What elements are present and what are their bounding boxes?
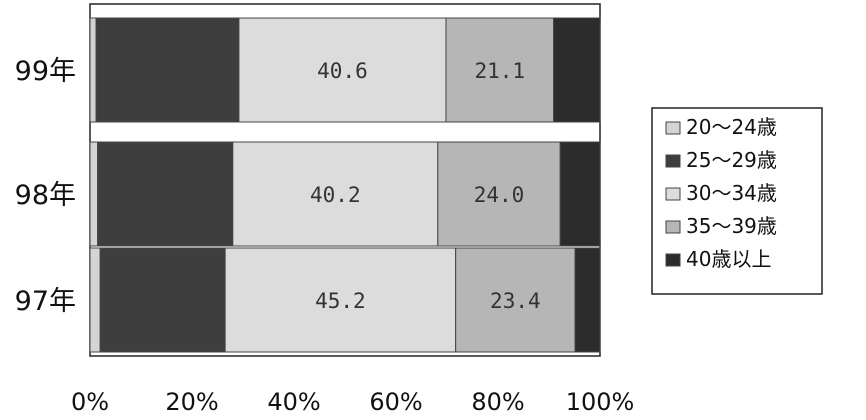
x-tick-label: 40% <box>267 388 320 416</box>
data-label: 40.2 <box>310 183 361 207</box>
legend-label: 20〜24歳 <box>686 115 777 139</box>
bar-segment <box>99 247 226 353</box>
bar-segment <box>455 247 576 353</box>
data-label: 45.2 <box>315 289 366 313</box>
category-label: 97年 <box>15 286 76 317</box>
legend-label: 25〜29歳 <box>686 148 777 172</box>
category-label: 98年 <box>15 180 76 211</box>
legend-swatch <box>665 187 681 201</box>
bar-segment <box>574 247 601 353</box>
bar-segment <box>553 17 601 123</box>
bar-segment <box>437 141 561 247</box>
bar-segment <box>89 247 101 353</box>
bar-segment <box>89 141 99 247</box>
bar-segment <box>95 17 240 123</box>
bars-layer: 40.6 21.1 40.2 24.0 45.2 23.4 <box>89 3 601 357</box>
x-tick-label: 100% <box>566 388 635 416</box>
legend-swatch <box>665 253 681 267</box>
bar-segment <box>445 17 555 123</box>
legend-swatch <box>665 154 681 168</box>
x-tick-label: 20% <box>165 388 218 416</box>
data-label: 40.6 <box>317 59 368 83</box>
bar-segment <box>97 141 234 247</box>
legend: 20〜24歳 25〜29歳 30〜34歳 35〜39歳 40歳以上 <box>651 107 823 295</box>
bar-segment <box>224 247 457 353</box>
legend-label: 40歳以上 <box>686 247 771 271</box>
category-labels: 99年 98年 97年 <box>15 56 76 317</box>
x-tick-label: 80% <box>471 388 524 416</box>
legend-label: 30〜34歳 <box>686 181 777 205</box>
data-label: 23.4 <box>490 289 541 313</box>
legend-swatch <box>665 121 681 135</box>
x-tick-label: 60% <box>369 388 422 416</box>
data-label: 21.1 <box>474 59 525 83</box>
legend-swatch <box>665 220 681 234</box>
data-label: 24.0 <box>474 183 525 207</box>
bar-segment <box>238 17 447 123</box>
x-tick-label: 0% <box>71 388 109 416</box>
category-label: 99年 <box>15 56 76 87</box>
bar-segment <box>232 141 439 247</box>
legend-label: 35〜39歳 <box>686 214 777 238</box>
bar-segment <box>89 17 97 123</box>
bar-segment <box>559 141 601 247</box>
x-axis-tick-labels: 0% 20% 40% 60% 80% 100% <box>71 388 634 416</box>
